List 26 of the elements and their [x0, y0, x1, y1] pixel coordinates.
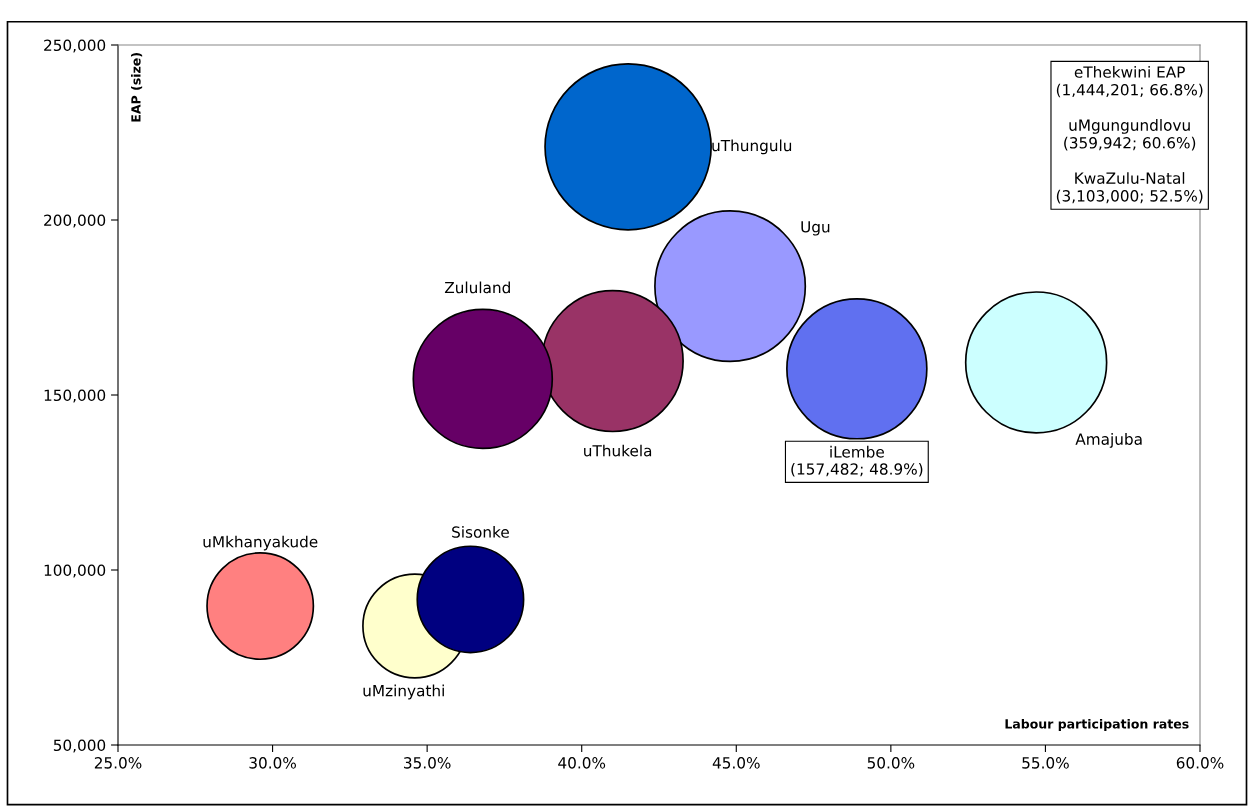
x-tick-label: 30.0%	[249, 757, 296, 769]
series-label: uThukela	[584, 444, 652, 457]
series-label: uMkhanyakude	[203, 535, 318, 551]
x-tick-label: 35.0%	[404, 757, 451, 769]
x-axis-title: Labour participation rates	[1005, 718, 1189, 731]
series-label: uMzinyathi	[363, 684, 444, 700]
text: eThekwini EAP (1,444,201; 66.8%) uMgungundlovu (359,942; 60.6%) KwaZulu-Natal (3,103,000; 52.5%)	[1056, 66, 1203, 204]
y-axis-title: EAP (size)	[130, 53, 143, 122]
x-tick-label: 60.0%	[1176, 757, 1224, 769]
y-tick-label: 150,000	[44, 389, 106, 403]
y-tick-label: 200,000	[44, 214, 106, 228]
series-label: iLembe	[830, 445, 884, 458]
series-label: Sisonke	[452, 526, 509, 538]
x-tick-label: 45.0%	[712, 757, 760, 769]
y-tick-label: 100,000	[44, 564, 106, 578]
y-tick-label: 50,000	[53, 739, 106, 753]
y-tick-label: 250,000	[44, 39, 106, 53]
x-tick-label: 40.0%	[558, 757, 606, 769]
x-tick-label: 50.0%	[867, 757, 915, 769]
x-tick-label: 55.0%	[1022, 757, 1069, 769]
series-label: Amajuba	[1075, 433, 1142, 448]
series-label: Ugu	[801, 221, 830, 236]
x-tick-label: 25.0%	[94, 757, 142, 769]
series-label: uThungulu	[712, 139, 792, 155]
series-label: Zululand	[444, 281, 510, 294]
data-label: (157,482; 48.9%)	[791, 462, 923, 477]
